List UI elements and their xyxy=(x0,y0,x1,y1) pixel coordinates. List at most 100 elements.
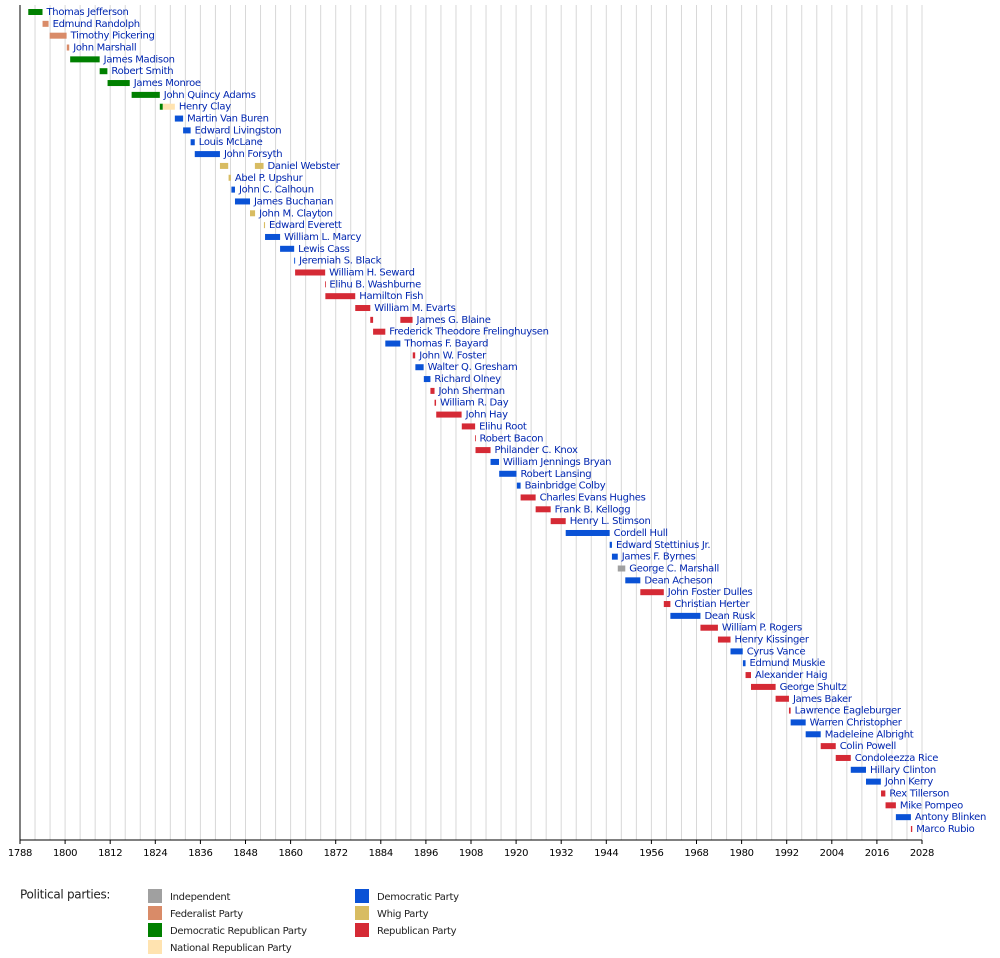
secretary-name[interactable]: John C. Calhoun xyxy=(238,185,314,196)
secretary-name[interactable]: Cyrus Vance xyxy=(747,646,806,657)
secretary-name[interactable]: John Foster Dulles xyxy=(667,587,753,598)
secretary-name[interactable]: John Hay xyxy=(465,410,509,421)
secretary-name[interactable]: Thomas Jefferson xyxy=(46,7,129,18)
secretary-name[interactable]: William R. Day xyxy=(440,398,509,409)
term-bar xyxy=(820,743,836,750)
secretary-name[interactable]: Robert Smith xyxy=(111,66,173,77)
term-bar xyxy=(700,624,718,631)
secretary-name[interactable]: John Forsyth xyxy=(223,149,283,160)
secretary-name[interactable]: Madeleine Albright xyxy=(825,729,914,740)
secretary-name[interactable]: Elihu B. Washburne xyxy=(329,279,421,290)
secretary-name[interactable]: Dean Acheson xyxy=(644,575,713,586)
secretary-name[interactable]: Edward Livingston xyxy=(195,125,282,136)
secretary-name[interactable]: James G. Blaine xyxy=(416,315,491,326)
secretary-name[interactable]: Elihu Root xyxy=(479,421,527,432)
legend-label: Democratic Party xyxy=(377,892,459,903)
secretary-name[interactable]: Henry L. Stimson xyxy=(570,516,651,527)
term-bar xyxy=(412,352,416,359)
secretary-name[interactable]: Richard Olney xyxy=(434,374,501,385)
secretary-name[interactable]: Cordell Hull xyxy=(614,528,668,539)
x-tick-label: 2028 xyxy=(910,848,934,859)
legend-swatch xyxy=(148,906,162,920)
secretary-name[interactable]: Robert Lansing xyxy=(520,469,591,480)
secretary-name[interactable]: Martin Van Buren xyxy=(187,114,269,125)
secretary-name[interactable]: Henry Clay xyxy=(179,102,232,113)
secretary-name[interactable]: Warren Christopher xyxy=(810,717,903,728)
secretary-name[interactable]: James Baker xyxy=(792,694,853,705)
secretary-name[interactable]: Bainbridge Colby xyxy=(525,481,606,492)
secretary-name[interactable]: John Kerry xyxy=(884,777,934,788)
term-bar xyxy=(194,151,220,158)
secretary-name[interactable]: George Shultz xyxy=(780,682,847,693)
secretary-name[interactable]: Edmund Randolph xyxy=(53,19,141,30)
x-tick-label: 2004 xyxy=(820,848,844,859)
secretary-name[interactable]: Dean Rusk xyxy=(704,611,755,622)
secretary-name[interactable]: James Buchanan xyxy=(253,196,333,207)
secretary-name[interactable]: Condoleezza Rice xyxy=(855,753,939,764)
term-bar xyxy=(788,707,791,714)
secretary-name[interactable]: Philander C. Knox xyxy=(495,445,579,456)
secretary-name[interactable]: Louis McLane xyxy=(199,137,263,148)
secretary-name[interactable]: Henry Kissinger xyxy=(735,635,811,646)
secretary-name[interactable]: Edmund Muskie xyxy=(750,658,826,669)
term-bar xyxy=(663,601,671,608)
secretary-name[interactable]: William P. Rogers xyxy=(722,623,802,634)
secretary-name[interactable]: Colin Powell xyxy=(840,741,897,752)
term-bar xyxy=(295,269,326,276)
secretary-name[interactable]: John W. Foster xyxy=(418,350,487,361)
secretary-name[interactable]: James Monroe xyxy=(133,78,201,89)
term-bar xyxy=(805,731,821,738)
secretary-name[interactable]: Hillary Clinton xyxy=(870,765,936,776)
secretary-name[interactable]: Timothy Pickering xyxy=(70,31,155,42)
secretary-name[interactable]: Robert Bacon xyxy=(480,433,544,444)
secretary-name[interactable]: William H. Seward xyxy=(329,267,415,278)
term-bar xyxy=(66,44,70,51)
secretary-name[interactable]: Frank B. Kellogg xyxy=(555,504,631,515)
secretary-name[interactable]: Abel P. Upshur xyxy=(235,173,304,184)
term-bar xyxy=(183,127,191,134)
secretary-name[interactable]: George C. Marshall xyxy=(629,564,719,575)
term-bar xyxy=(400,316,413,323)
secretary-name[interactable]: Lewis Cass xyxy=(298,244,350,255)
term-bar xyxy=(219,162,229,169)
secretary-name[interactable]: John Marshall xyxy=(72,43,136,54)
secretary-name[interactable]: Daniel Webster xyxy=(268,161,342,172)
term-bar xyxy=(436,411,462,418)
secretary-name[interactable]: Antony Blinken xyxy=(915,812,986,823)
secretary-name[interactable]: Charles Evans Hughes xyxy=(540,492,646,503)
secretary-name[interactable]: William Jennings Bryan xyxy=(503,457,612,468)
secretary-name[interactable]: Rex Tillerson xyxy=(889,788,949,799)
term-bar xyxy=(625,577,641,584)
secretary-name[interactable]: John Sherman xyxy=(438,386,506,397)
x-tick-label: 1932 xyxy=(549,848,573,859)
secretary-name[interactable]: Hamilton Fish xyxy=(359,291,423,302)
x-tick-label: 1992 xyxy=(775,848,799,859)
secretary-name[interactable]: Edward Everett xyxy=(269,220,342,231)
secretary-name[interactable]: Thomas F. Bayard xyxy=(403,339,488,350)
term-bar xyxy=(475,447,491,454)
term-bar xyxy=(355,305,371,312)
legend-swatch xyxy=(148,923,162,937)
secretary-name[interactable]: Marco Rubio xyxy=(916,824,975,835)
legend-swatch xyxy=(148,940,162,954)
secretary-name[interactable]: Lawrence Eagleburger xyxy=(795,706,903,717)
secretary-name[interactable]: James Madison xyxy=(103,54,175,65)
secretary-name[interactable]: William M. Evarts xyxy=(374,303,456,314)
term-bar xyxy=(895,814,911,821)
secretary-name[interactable]: William L. Marcy xyxy=(284,232,362,243)
secretary-name[interactable]: Frederick Theodore Frelinghuysen xyxy=(389,327,549,338)
x-tick-label: 1980 xyxy=(729,848,753,859)
secretary-name[interactable]: John Quincy Adams xyxy=(163,90,256,101)
secretary-name[interactable]: Mike Pompeo xyxy=(900,800,964,811)
secretary-name[interactable]: John M. Clayton xyxy=(258,208,333,219)
secretary-name[interactable]: James F. Byrnes xyxy=(621,552,696,563)
secretary-name[interactable]: Alexander Haig xyxy=(755,670,828,681)
secretary-name[interactable]: Jeremiah S. Black xyxy=(298,256,382,267)
term-bar xyxy=(162,103,175,110)
secretary-name[interactable]: Christian Herter xyxy=(674,599,750,610)
secretary-name[interactable]: Edward Stettinius Jr. xyxy=(616,540,711,551)
secretary-name[interactable]: Walter Q. Gresham xyxy=(428,362,518,373)
term-bar xyxy=(231,186,235,193)
term-bar xyxy=(520,494,536,501)
x-tick-label: 1836 xyxy=(188,848,212,859)
